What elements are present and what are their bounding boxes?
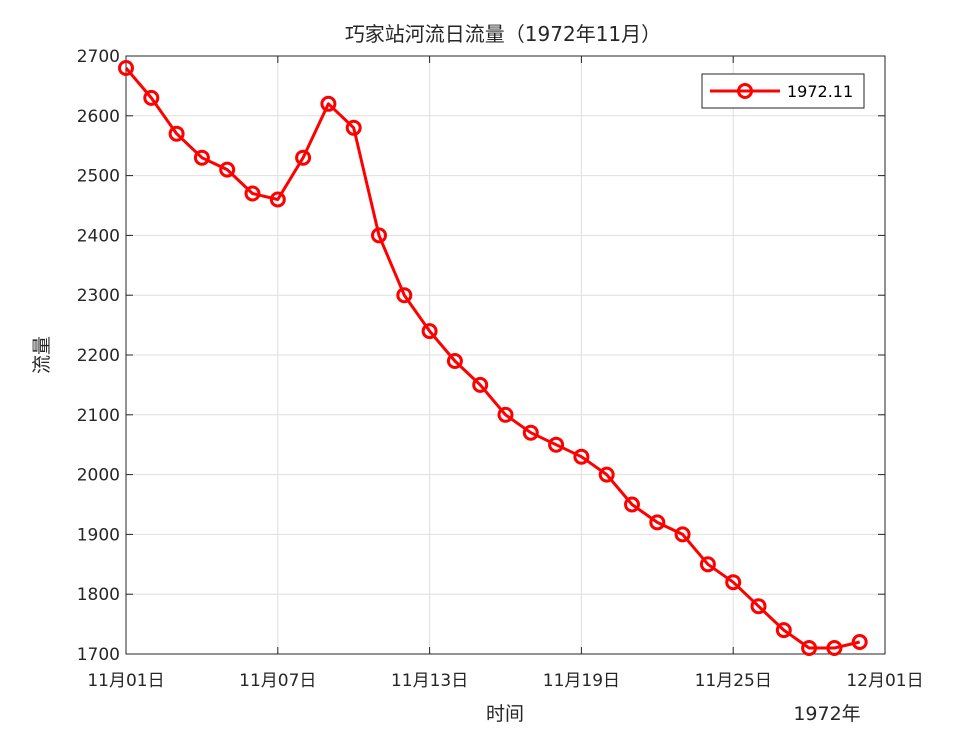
- data-point-1972-11-16: [497, 406, 514, 423]
- y-axis: 1700 1800 1900 2000 2100 2200 2300 2400 2500 2600…: [77, 47, 885, 665]
- data-point-1972-11-01: [118, 60, 134, 76]
- x-axis-year-label: 1972年: [793, 703, 860, 725]
- data-point-1972-11-24: [699, 556, 716, 573]
- series-1972-11: [118, 60, 868, 656]
- data-point-1972-11-20: [598, 466, 615, 483]
- y-tick-label-2600: 2600: [77, 107, 120, 127]
- data-point-1972-11-13: [421, 323, 438, 340]
- legend-marker-sample: [737, 83, 753, 99]
- data-point-1972-11-02: [143, 89, 160, 106]
- data-point-1972-11-21: [624, 496, 640, 513]
- data-point-1972-11-11: [371, 227, 387, 244]
- data-point-1972-11-12: [396, 287, 413, 304]
- data-point-1972-11-14: [446, 353, 463, 369]
- x-tick-label-5: 12月01日: [846, 671, 923, 691]
- legend-entry-label: 1972.11: [787, 82, 853, 101]
- data-point-1972-11-09: [320, 95, 337, 112]
- y-tick-label-2100: 2100: [77, 406, 120, 426]
- data-point-1972-11-06: [244, 185, 261, 202]
- data-point-1972-11-10: [345, 119, 362, 136]
- y-tick-label-1900: 1900: [77, 525, 120, 545]
- data-point-1972-11-23: [674, 526, 691, 543]
- y-tick-label-2300: 2300: [77, 286, 120, 306]
- data-point-1972-11-04: [193, 149, 210, 166]
- x-tick-label-3: 11月19日: [543, 671, 620, 691]
- data-point-1972-11-30: [851, 634, 868, 650]
- data-point-1972-11-18: [548, 436, 565, 453]
- y-axis-label: 流量: [31, 336, 53, 374]
- data-point-1972-11-22: [649, 514, 666, 531]
- legend: 1972.11: [701, 73, 865, 109]
- data-point-1972-11-27: [775, 622, 792, 639]
- data-point-1972-11-29: [826, 640, 843, 656]
- y-tick-label-1800: 1800: [77, 585, 120, 605]
- data-point-1972-11-26: [750, 598, 767, 615]
- y-tick-label-2000: 2000: [77, 466, 120, 486]
- data-point-1972-11-15: [472, 376, 489, 393]
- x-tick-label-1: 11月07日: [239, 671, 316, 691]
- y-tick-label-2200: 2200: [77, 346, 120, 366]
- x-tick-label-4: 11月25日: [695, 671, 772, 691]
- data-point-1972-11-07: [269, 191, 286, 208]
- data-point-1972-11-08: [295, 149, 312, 166]
- x-axis: 11月01日 11月07日 11月13日 11月19日 11月25日 12月01日: [87, 56, 924, 691]
- y-tick-label-2500: 2500: [77, 167, 120, 187]
- data-point-1972-11-25: [725, 574, 742, 591]
- data-point-1972-11-03: [168, 125, 185, 142]
- y-tick-label-1700: 1700: [77, 645, 120, 665]
- y-tick-label-2400: 2400: [77, 226, 120, 246]
- x-tick-label-0: 11月01日: [87, 671, 164, 691]
- x-tick-label-2: 11月13日: [391, 671, 468, 691]
- chart-title: 巧家站河流日流量（1972年11月）: [345, 22, 661, 46]
- x-axis-label: 时间: [486, 703, 524, 725]
- data-point-1972-11-19: [573, 448, 590, 465]
- data-point-1972-11-17: [522, 424, 539, 441]
- data-point-1972-11-05: [219, 161, 236, 178]
- y-tick-label-2700: 2700: [77, 47, 120, 67]
- data-point-1972-11-28: [801, 640, 818, 656]
